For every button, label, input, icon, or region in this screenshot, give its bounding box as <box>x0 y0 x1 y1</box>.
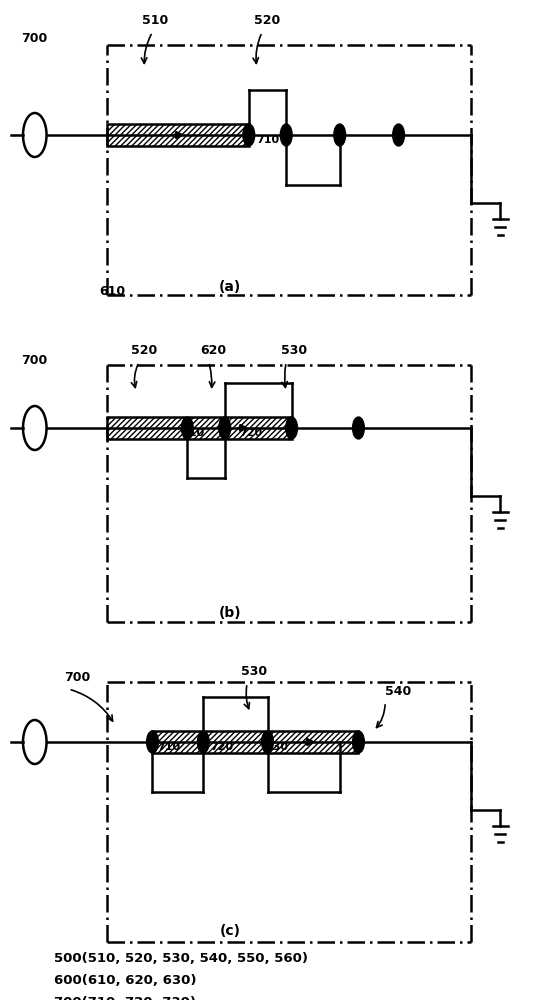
Text: 620: 620 <box>201 344 227 357</box>
Text: (a): (a) <box>219 280 241 294</box>
Circle shape <box>262 731 273 753</box>
Text: (b): (b) <box>219 606 241 620</box>
Bar <box>107 417 292 439</box>
Text: 700: 700 <box>21 32 48 45</box>
Bar <box>152 731 358 753</box>
Text: 540: 540 <box>385 685 411 698</box>
Text: 710: 710 <box>256 135 279 145</box>
Text: 710: 710 <box>181 428 204 438</box>
Text: 720: 720 <box>210 742 234 752</box>
Circle shape <box>353 417 364 439</box>
Text: 500(510, 520, 530, 540, 550, 560): 500(510, 520, 530, 540, 550, 560) <box>54 952 308 965</box>
Text: 700(710, 720, 730): 700(710, 720, 730) <box>54 996 195 1000</box>
Text: 520: 520 <box>254 14 280 27</box>
Circle shape <box>280 124 292 146</box>
Text: 600(610, 620, 630): 600(610, 620, 630) <box>54 974 196 987</box>
Circle shape <box>197 731 209 753</box>
Text: 730: 730 <box>266 742 288 752</box>
Text: 700: 700 <box>64 671 90 684</box>
Text: 610: 610 <box>99 285 125 298</box>
Bar <box>107 124 249 146</box>
Circle shape <box>147 731 158 753</box>
Text: 720: 720 <box>239 428 262 438</box>
Circle shape <box>243 124 255 146</box>
Circle shape <box>286 417 297 439</box>
Text: 710: 710 <box>157 742 180 752</box>
Text: (c): (c) <box>219 924 241 938</box>
Text: 520: 520 <box>131 344 157 357</box>
Circle shape <box>393 124 404 146</box>
Circle shape <box>334 124 346 146</box>
Text: 530: 530 <box>281 344 307 357</box>
Text: 530: 530 <box>241 665 267 678</box>
Circle shape <box>353 731 364 753</box>
Circle shape <box>181 417 193 439</box>
Text: 510: 510 <box>142 14 168 27</box>
Circle shape <box>219 417 231 439</box>
Text: 700: 700 <box>21 354 48 367</box>
